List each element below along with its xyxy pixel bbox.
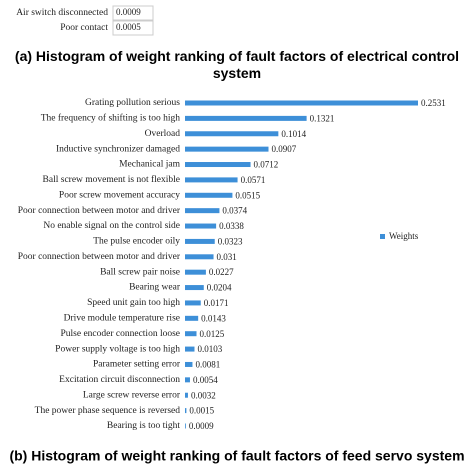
bar	[185, 361, 193, 367]
caption: (a) Histogram of weight ranking of fault…	[15, 48, 459, 81]
category-label: Drive module temperature rise	[64, 314, 180, 324]
legend-label: Weights	[389, 231, 419, 241]
bar	[185, 177, 238, 183]
value-label: 0.0204	[207, 283, 232, 293]
value-label: 0.0125	[200, 329, 225, 339]
value-cell	[112, 20, 154, 36]
category-label: Large screw reverse error	[83, 390, 181, 400]
bar	[185, 131, 279, 137]
category-label: Poor connection between motor and driver	[18, 252, 181, 262]
value-label: 0.0323	[218, 236, 243, 246]
bar	[185, 331, 197, 337]
value-label: 0.0009	[189, 421, 214, 431]
category-label: The pulse encoder oily	[93, 237, 180, 247]
value-label: 0.1321	[310, 113, 335, 123]
legend-swatch	[380, 234, 385, 239]
category-label: Ball screw pair noise	[100, 267, 180, 277]
value-label: 0.0009	[116, 7, 141, 17]
category-label: Speed unit gain too high	[87, 298, 180, 308]
category-label: Bearing is too tight	[107, 421, 180, 431]
value-label: 0.0143	[201, 313, 226, 323]
bar	[185, 254, 214, 260]
category-label: The power phase sequence is reversed	[35, 406, 181, 416]
value-label: 0.031	[217, 252, 237, 262]
value-label: 0.0081	[195, 360, 220, 370]
category-label: Mechanical jam	[119, 160, 181, 170]
bar	[185, 238, 215, 244]
category-label: Bearing wear	[129, 283, 181, 293]
bar	[185, 115, 307, 121]
category-label: No enable signal on the control side	[43, 221, 180, 231]
caption: (b) Histogram of weight ranking of fault…	[9, 448, 464, 464]
bar	[185, 377, 190, 383]
bar	[185, 346, 195, 352]
bar	[185, 223, 217, 229]
category-label: Air switch disconnected	[16, 8, 108, 18]
value-label: 0.0227	[209, 267, 234, 277]
category-label: Ball screw movement is not flexible	[43, 174, 180, 185]
bar	[185, 408, 187, 414]
category-label: Excitation circuit disconnection	[59, 375, 180, 385]
value-label: 0.0374	[222, 206, 247, 216]
value-label: 0.0171	[204, 298, 229, 308]
value-label: 0.0103	[197, 344, 222, 354]
value-cell	[112, 5, 154, 21]
value-label: 0.0571	[241, 175, 266, 185]
value-label: 0.0712	[254, 160, 279, 170]
category-label: Grating pollution serious	[85, 98, 180, 108]
category-label: Poor screw movement accuracy	[59, 190, 180, 200]
category-label: Inductive synchronizer damaged	[56, 144, 180, 154]
value-label: 0.0032	[191, 390, 216, 400]
bar	[185, 208, 220, 214]
category-label: Poor connection between motor and driver	[18, 206, 181, 216]
category-label: Poor contact	[60, 23, 108, 33]
bar	[185, 192, 233, 198]
category-label: Pulse encoder connection loose	[60, 329, 180, 339]
value-label: 0.1014	[281, 129, 306, 139]
value-label: 0.0338	[219, 221, 244, 231]
value-label: 0.0907	[271, 144, 296, 154]
category-label: The frequency of shifting is too high	[41, 113, 181, 124]
bar	[185, 285, 204, 291]
bar	[185, 315, 199, 321]
bar	[185, 100, 418, 106]
bar	[185, 423, 186, 429]
bar	[185, 392, 188, 398]
value-label: 0.0515	[235, 190, 260, 200]
bar	[185, 269, 206, 275]
category-label: Parameter setting error	[93, 360, 181, 370]
bar	[185, 146, 269, 152]
value-label: 0.0005	[116, 22, 141, 32]
category-label: Overload	[145, 129, 181, 139]
value-label: 0.2531	[421, 98, 446, 108]
value-label: 0.0054	[193, 375, 218, 385]
value-label: 0.0015	[189, 406, 214, 416]
bar	[185, 162, 251, 168]
category-label: Power supply voltage is too high	[55, 344, 180, 354]
bar	[185, 300, 201, 306]
